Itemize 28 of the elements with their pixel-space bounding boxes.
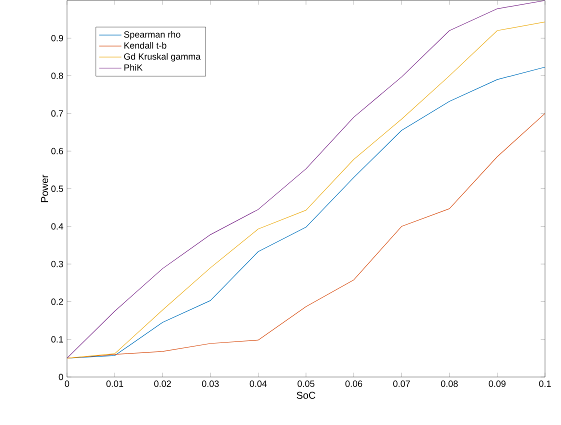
y-tick-label: 0.9 (51, 34, 64, 42)
x-tick-label: 0.07 (393, 380, 410, 387)
y-tick-label: 0.8 (51, 72, 64, 79)
y-tick-label: 0.2 (51, 298, 64, 305)
legend-label: Kendall t-b (124, 42, 166, 49)
x-tick-label: 0.02 (154, 380, 171, 387)
y-tick-label: 0.6 (51, 148, 64, 154)
legend-label: PhiK (124, 64, 143, 71)
x-tick-label: 0.04 (250, 380, 267, 387)
y-tick-label: 0.4 (51, 223, 64, 230)
x-tick-label: 0 (64, 380, 70, 387)
y-tick-label: 0.1 (51, 336, 64, 343)
y-tick-label: 0 (58, 374, 64, 380)
y-tick-label: 0.7 (51, 110, 64, 117)
y-tick-label: 0.3 (51, 260, 64, 268)
x-tick-label: 0.06 (345, 380, 362, 387)
x-tick-label: 0.1 (539, 380, 551, 387)
line-series (67, 113, 546, 358)
x-tick-label: 0.05 (298, 380, 314, 387)
y-tick-label: 0.5 (51, 186, 64, 192)
x-tick-label: 0.08 (440, 380, 458, 387)
y-axis-title: Power (41, 174, 48, 202)
x-tick-label: 0.03 (202, 380, 219, 387)
legend-label: Gd Kruskal gamma (124, 53, 201, 62)
x-tick-label: 0.09 (488, 380, 506, 387)
legend-label: Spearman rho (124, 31, 180, 40)
x-axis-title: SoC (296, 392, 316, 399)
x-tick-label: 0.01 (106, 380, 124, 387)
